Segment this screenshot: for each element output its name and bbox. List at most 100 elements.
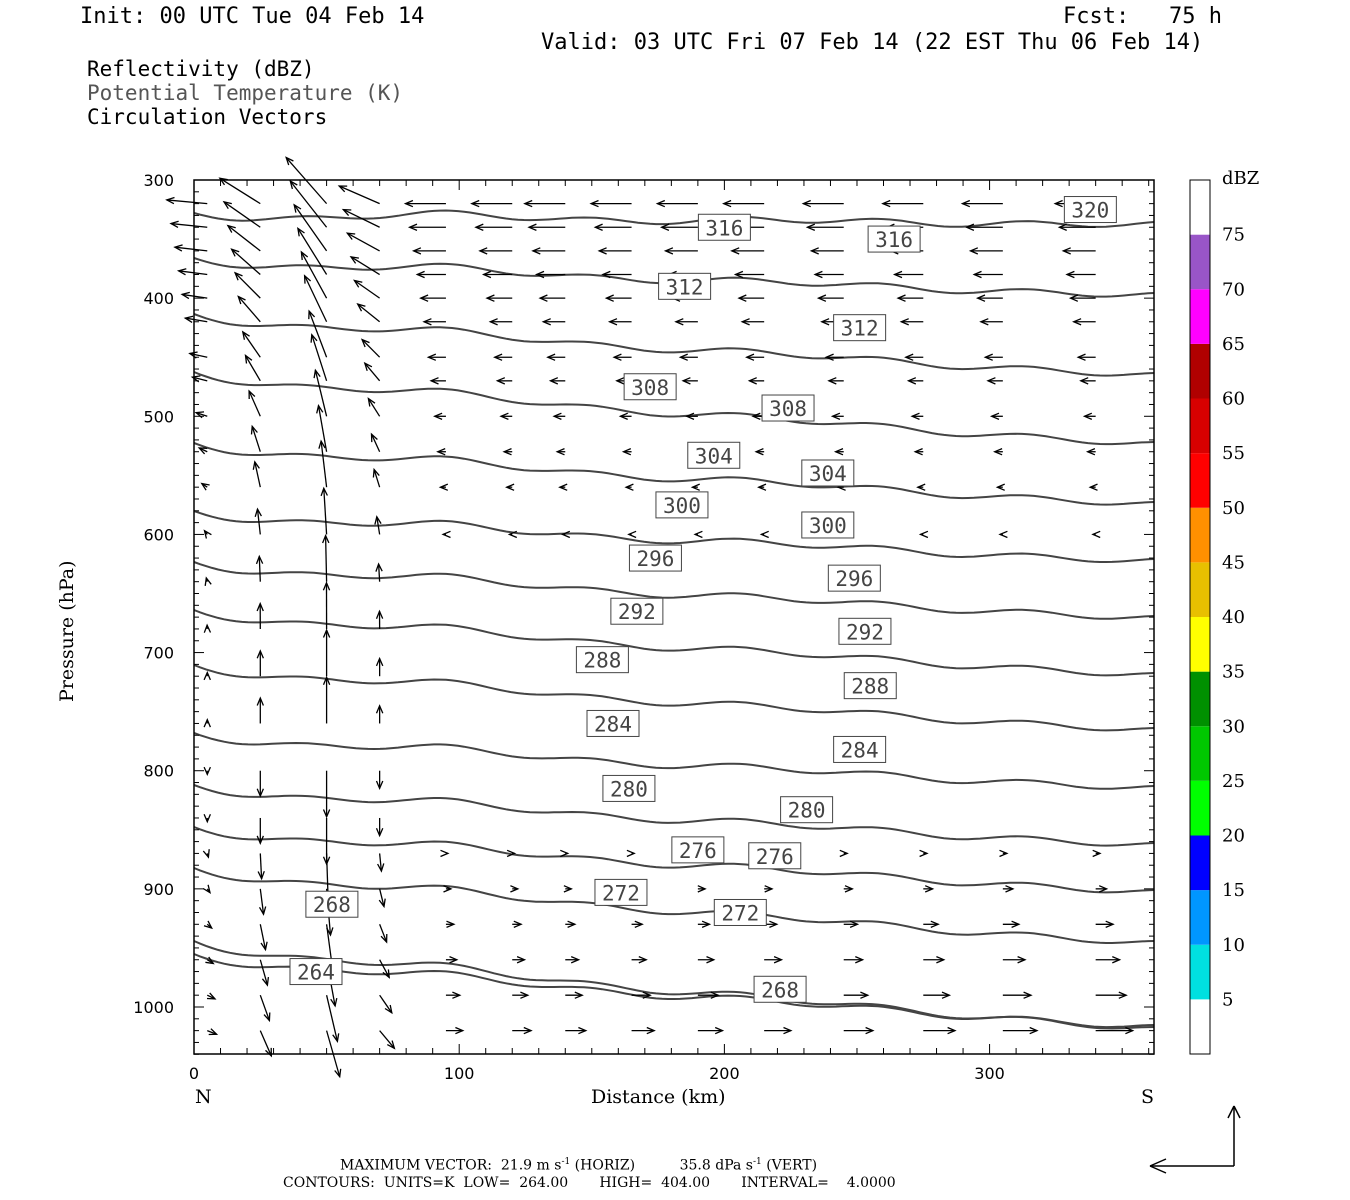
vector-head [764, 885, 774, 893]
contour-label-box [833, 314, 887, 342]
vector-head [169, 220, 179, 228]
contour-label-box [602, 774, 656, 802]
vector-shaft [304, 275, 328, 323]
vector-head [754, 448, 764, 456]
vector-head [513, 920, 523, 928]
vector-head [337, 185, 348, 193]
contour-label-box [594, 878, 648, 906]
contour-label-box [575, 646, 629, 674]
vector-head [332, 1033, 340, 1043]
vector-head [913, 448, 923, 456]
colorbar-band-10 [1190, 890, 1210, 945]
vector-head [918, 530, 929, 539]
vector-head [203, 670, 211, 681]
vector-head [910, 412, 920, 420]
vector-shaft [379, 959, 390, 978]
vector-head [1076, 353, 1086, 361]
vector-head [624, 483, 634, 491]
vector-head [1112, 956, 1122, 964]
vector-head [374, 515, 382, 525]
vector-shaft [223, 201, 261, 228]
contour-label-276: 276 [679, 839, 717, 863]
vector-shaft [373, 469, 381, 488]
vector-head [697, 885, 707, 893]
vector-shaft [377, 563, 381, 582]
vector-shaft [259, 959, 269, 986]
contour-label-300: 300 [809, 514, 847, 538]
contour-label-308: 308 [769, 397, 807, 421]
vector-shaft [248, 390, 261, 417]
colorbar-label-20: 20 [1222, 826, 1245, 847]
theta-contour-312 [193, 313, 1155, 377]
vector-head [747, 377, 757, 385]
theta-contour-292 [193, 609, 1155, 677]
vector-head [303, 274, 312, 284]
vector-head [411, 247, 422, 255]
contour-label-272: 272 [602, 881, 640, 905]
theta-contour-284 [193, 732, 1155, 790]
vector-head [986, 377, 996, 385]
vector-head [505, 483, 515, 491]
colorbar-label-45: 45 [1222, 552, 1245, 573]
vector-head [722, 199, 732, 208]
vector-head [615, 377, 625, 385]
vector-head [751, 412, 761, 420]
vector-head [546, 353, 556, 361]
vector-shaft [189, 352, 208, 358]
vector-head [222, 200, 232, 210]
colorbar-band-15 [1190, 835, 1210, 891]
vector-shaft [237, 296, 261, 323]
vector-head [367, 397, 376, 407]
vector-head [1017, 956, 1027, 964]
y-axis-label: Pressure (hPa) [56, 560, 78, 702]
vector-head [377, 863, 385, 873]
vector-head [322, 581, 331, 591]
vector-head [999, 849, 1009, 858]
vector-shaft [364, 362, 381, 382]
vector-head [993, 448, 1003, 456]
contour-label-292: 292 [618, 600, 656, 624]
vector-head [316, 403, 324, 414]
vector-shaft [354, 279, 381, 299]
contour-label-296: 296 [636, 547, 674, 571]
vector-head [502, 448, 512, 456]
contour-label-box [748, 842, 802, 870]
vector-head [612, 353, 622, 361]
vector-head [972, 270, 982, 279]
vector-head [769, 920, 779, 928]
vector-head [320, 486, 328, 497]
vector-head [827, 377, 837, 385]
vector-head [382, 969, 390, 979]
colorbar-band-50 [1190, 453, 1210, 508]
vector-head [534, 270, 545, 279]
vector-head [593, 223, 603, 231]
contour-label-box [586, 709, 640, 737]
forecast-hour: Fcst: 75 h [1063, 4, 1222, 29]
vector-head [919, 849, 929, 858]
vector-head [363, 361, 373, 371]
vector-shaft [185, 317, 208, 323]
vector-head [256, 788, 264, 798]
colorbar-label-35: 35 [1222, 662, 1245, 683]
vector-head [321, 533, 330, 544]
legend-reflectivity: Reflectivity (dBZ) [87, 57, 315, 81]
vector-head [260, 941, 268, 952]
colorbar-label-75: 75 [1222, 225, 1245, 246]
contour-label-box [833, 735, 887, 763]
vector-head [998, 530, 1008, 539]
vector-shaft [234, 272, 261, 299]
vector-head [378, 898, 386, 909]
vector-head [541, 318, 551, 326]
vector-head [685, 412, 695, 420]
vector-head [510, 885, 520, 893]
vector-head [478, 247, 488, 255]
vector-head [930, 920, 940, 928]
contour-labels: 320 316 316 312 312 308 308 304 304 300 300 296 296 2… [289, 196, 1117, 1003]
vector-head [960, 199, 971, 208]
vector-head [419, 294, 429, 302]
contour-label-308: 308 [631, 376, 669, 400]
vector-head [1088, 483, 1098, 491]
vector-shaft [258, 556, 261, 582]
vector-head [941, 991, 952, 999]
vector-head [813, 270, 823, 279]
